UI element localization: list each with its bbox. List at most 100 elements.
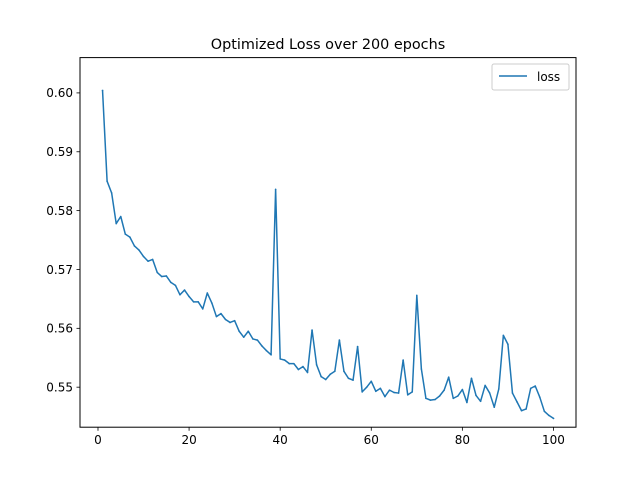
data-point bbox=[384, 395, 386, 398]
data-point bbox=[183, 289, 186, 291]
data-point bbox=[420, 368, 423, 370]
data-point bbox=[375, 390, 377, 393]
data-point bbox=[534, 385, 537, 387]
data-point bbox=[206, 292, 209, 294]
data-point bbox=[507, 343, 509, 346]
data-point bbox=[238, 330, 240, 333]
data-point bbox=[498, 388, 500, 390]
data-point bbox=[543, 410, 546, 413]
data-point bbox=[429, 399, 432, 401]
data-point bbox=[361, 391, 363, 393]
data-point bbox=[502, 334, 505, 337]
plot-area bbox=[101, 89, 555, 420]
data-point bbox=[470, 377, 473, 380]
y-tick-label: 0.59 bbox=[46, 145, 73, 159]
data-point bbox=[520, 409, 523, 412]
data-point bbox=[434, 398, 436, 401]
data-point bbox=[320, 375, 322, 378]
data-point bbox=[147, 260, 149, 263]
legend: loss bbox=[491, 63, 570, 91]
data-point bbox=[265, 349, 268, 352]
data-point bbox=[129, 236, 131, 238]
data-point bbox=[302, 365, 304, 368]
data-point bbox=[529, 387, 532, 390]
data-point bbox=[170, 281, 172, 284]
data-point bbox=[106, 180, 108, 182]
y-tick-label: 0.58 bbox=[46, 204, 73, 218]
data-point bbox=[443, 389, 445, 391]
data-point bbox=[447, 376, 450, 378]
data-point bbox=[156, 271, 158, 274]
data-point bbox=[406, 394, 409, 396]
data-point bbox=[188, 295, 190, 298]
data-point bbox=[224, 318, 227, 321]
data-point bbox=[119, 215, 122, 218]
data-point bbox=[516, 401, 518, 403]
data-point bbox=[538, 396, 541, 398]
data-point bbox=[484, 384, 486, 387]
data-point bbox=[511, 392, 514, 394]
data-point bbox=[438, 395, 441, 397]
data-point bbox=[220, 312, 222, 315]
data-point bbox=[452, 397, 455, 400]
data-point bbox=[334, 370, 336, 373]
x-axis: 0 20 40 60 80 100 bbox=[94, 427, 565, 447]
data-point bbox=[293, 362, 295, 365]
data-point bbox=[179, 293, 181, 296]
legend-frame bbox=[491, 63, 570, 91]
data-point bbox=[475, 394, 477, 397]
data-point bbox=[252, 338, 254, 340]
data-point bbox=[425, 397, 427, 400]
x-tick-label: 20 bbox=[181, 433, 196, 447]
data-point bbox=[283, 359, 286, 361]
data-point bbox=[197, 301, 199, 303]
data-point bbox=[165, 275, 168, 277]
data-point bbox=[457, 395, 459, 397]
y-tick-label: 0.57 bbox=[46, 263, 73, 277]
data-point bbox=[160, 275, 163, 278]
data-point bbox=[201, 308, 204, 310]
data-point bbox=[352, 379, 354, 381]
data-point bbox=[388, 389, 391, 391]
x-tick-label: 100 bbox=[542, 433, 565, 447]
data-point bbox=[370, 380, 373, 383]
legend-label-loss: loss bbox=[537, 70, 560, 84]
data-point bbox=[548, 414, 550, 417]
x-tick-label: 60 bbox=[364, 433, 379, 447]
data-point bbox=[133, 245, 136, 247]
data-point bbox=[552, 417, 555, 420]
data-point bbox=[329, 373, 332, 376]
data-point bbox=[461, 388, 464, 391]
data-point bbox=[356, 345, 359, 348]
data-point bbox=[525, 408, 527, 410]
x-tick-label: 40 bbox=[273, 433, 288, 447]
y-tick-label: 0.55 bbox=[46, 380, 73, 394]
data-point bbox=[110, 192, 113, 194]
data-point bbox=[288, 362, 291, 365]
chart-title: Optimized Loss over 200 epochs bbox=[211, 37, 445, 53]
y-tick-label: 0.56 bbox=[46, 322, 73, 336]
data-point bbox=[101, 89, 104, 92]
data-point bbox=[479, 400, 482, 403]
data-point bbox=[124, 233, 127, 235]
series-line-loss bbox=[101, 89, 555, 420]
data-point bbox=[402, 359, 404, 361]
data-point bbox=[174, 284, 177, 287]
data-point bbox=[379, 387, 382, 390]
x-tick-label: 0 bbox=[94, 433, 102, 447]
data-point bbox=[324, 378, 327, 381]
axes-frame bbox=[79, 57, 577, 428]
data-point bbox=[261, 345, 263, 347]
data-point bbox=[311, 329, 313, 331]
data-point bbox=[411, 391, 414, 393]
data-point bbox=[115, 222, 118, 225]
data-point bbox=[242, 336, 245, 338]
data-point bbox=[274, 188, 277, 191]
y-tick-label: 0.60 bbox=[46, 86, 73, 100]
data-point bbox=[256, 339, 259, 341]
y-axis: 0.55 0.56 0.57 0.58 0.59 0.60 bbox=[46, 86, 80, 394]
data-point bbox=[138, 249, 140, 251]
data-point bbox=[142, 255, 145, 258]
data-point bbox=[338, 339, 341, 341]
